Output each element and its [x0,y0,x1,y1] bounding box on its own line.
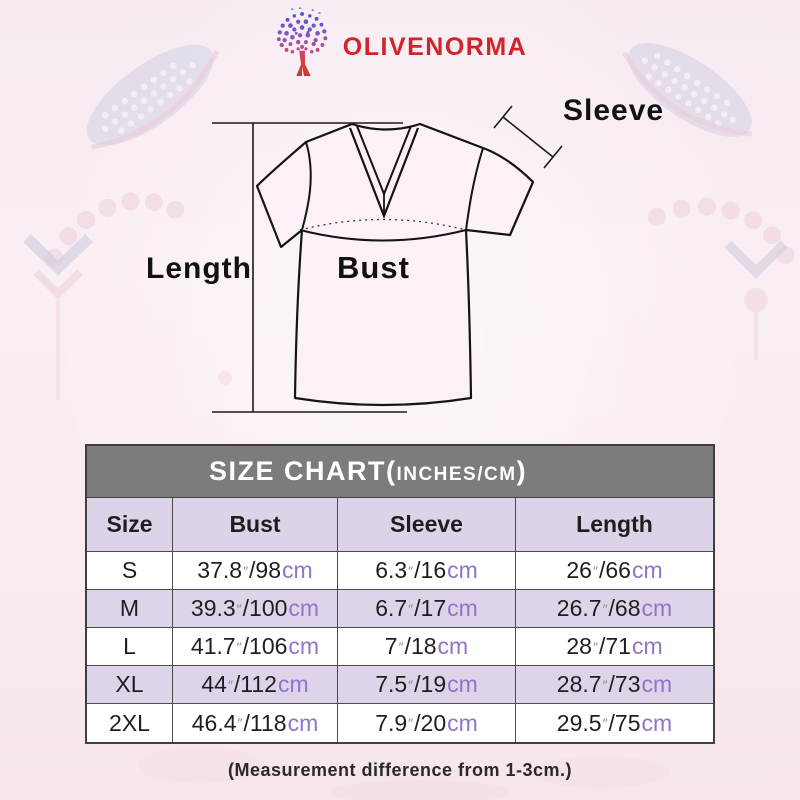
sleeve-cell: 7.9 ″/20 cm [338,704,516,742]
table-row: XL 44 ″/112 cm 7.5 ″/19 cm 28.7 ″/73 cm [87,666,713,704]
col-header-sleeve: Sleeve [338,498,516,552]
bust-cell: 46.4 ″/118 cm [173,704,338,742]
bust-cell: 41.7 ″/106 cm [173,628,338,666]
size-cell: M [87,590,173,628]
brand-name: OLIVENORMA [342,32,528,61]
title-main: SIZE CHART( [208,456,397,486]
sleeve-cell: 6.7 ″/17 cm [338,590,516,628]
col-header-size: Size [87,498,173,552]
table-row: 2XL 46.4 ″/118 cm 7.9 ″/20 cm 29.5 ″/75 cm [87,704,713,742]
length-label: Length [146,252,252,285]
size-cell: S [87,552,173,590]
title-unit: INCHES/CM [396,464,517,485]
size-chart-title: SIZE CHART(INCHES/CM) [87,446,713,498]
table-row: S 37.8 ″/98 cm 6.3 ″/16 cm 26 ″/66 cm [87,552,713,590]
size-cell: L [87,628,173,666]
bust-label: Bust [337,250,410,285]
bust-cell: 37.8 ″/98 cm [173,552,338,590]
sleeve-label: Sleeve [563,94,665,127]
length-cell: 28 ″/71 cm [516,628,713,666]
brand-logo: OLIVENORMA [0,4,800,84]
table-header-row: Size Bust Sleeve Length [87,498,713,552]
table-row: L 41.7 ″/106 cm 7 ″/18 cm 28 ″/71 cm [87,628,713,666]
size-cell: 2XL [87,704,173,742]
length-cell: 26.7 ″/68 cm [516,590,713,628]
length-measure-lines [212,122,407,413]
measurement-note: (Measurement difference from 1-3cm.) [227,760,573,780]
size-chart-table: SIZE CHART(INCHES/CM) Size Bust Sleeve L… [85,444,715,744]
tshirt-measurement-diagram [212,105,563,413]
col-header-bust: Bust [173,498,338,552]
length-cell: 28.7 ″/73 cm [516,666,713,704]
table-row: M 39.3 ″/100 cm 6.7 ″/17 cm 26.7 ″/68 cm [87,590,713,628]
bust-cell: 44 ″/112 cm [173,666,338,704]
size-cell: XL [87,666,173,704]
sleeve-cell: 6.3 ″/16 cm [338,552,516,590]
title-close: ) [516,456,528,486]
sleeve-cell: 7 ″/18 cm [338,628,516,666]
bust-cell: 39.3 ″/100 cm [173,590,338,628]
sleeve-cell: 7.5 ″/19 cm [338,666,516,704]
tree-icon [276,7,328,76]
length-cell: 26 ″/66 cm [516,552,713,590]
sleeve-measure-lines [493,105,563,169]
col-header-length: Length [516,498,713,552]
length-cell: 29.5 ″/75 cm [556,709,673,736]
